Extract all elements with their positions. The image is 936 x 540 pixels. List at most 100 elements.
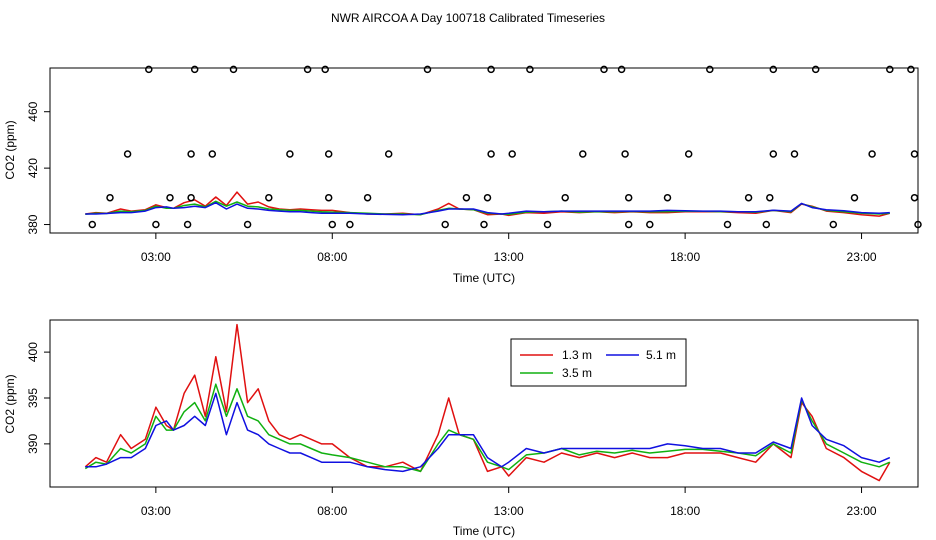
bottom-y-tick-label-390: 390	[26, 434, 40, 454]
scatter-point-18	[324, 150, 333, 158]
scatter-point-25	[462, 193, 471, 202]
bottom-series-3-5-m	[84, 383, 891, 473]
bottom-x-axis: 03:00 08:00 13:00 18:00 23:00	[141, 487, 877, 518]
scatter-point-5	[166, 193, 174, 202]
top-plot-frame	[49, 67, 919, 234]
bottom-x-tick-label-08:00: 08:00	[317, 504, 347, 518]
scatter-point-14	[286, 150, 294, 158]
scatter-point-56	[907, 65, 915, 74]
scatter-point-31	[526, 65, 534, 74]
scatter-point-7	[187, 193, 195, 202]
scatter-point-6	[183, 220, 192, 229]
scatter-point-53	[850, 193, 859, 202]
bottom-series-lines	[84, 323, 891, 482]
scatter-point-45	[744, 193, 753, 202]
scatter-point-52	[829, 220, 838, 229]
scatter-point-50	[790, 150, 799, 158]
bottom-x-tick-label-23:00: 23:00	[847, 504, 877, 518]
scatter-point-20	[346, 220, 354, 229]
scatter-point-16	[321, 65, 329, 74]
top-y-tick-label-460: 460	[26, 101, 40, 121]
scatter-point-44	[723, 220, 732, 229]
scatter-point-30	[508, 150, 516, 158]
scatter-point-55	[886, 65, 894, 74]
legend-label-3-5m: 3.5 m	[562, 366, 592, 380]
scatter-point-4	[152, 220, 160, 229]
scatter-point-19	[328, 220, 337, 229]
scatter-point-37	[621, 150, 629, 158]
scatter-point-47	[766, 193, 774, 202]
scatter-point-23	[423, 65, 432, 74]
scatter-point-40	[646, 220, 654, 229]
scatter-point-39	[624, 220, 633, 229]
scatter-point-3	[145, 65, 153, 74]
top-x-tick-label-18:00: 18:00	[670, 250, 700, 264]
legend-label-1-3m: 1.3 m	[562, 348, 592, 362]
scatter-point-49	[769, 65, 778, 74]
top-x-tick-label-23:00: 23:00	[847, 250, 877, 264]
top-series-lines	[85, 191, 890, 217]
legend-box	[510, 338, 687, 387]
scatter-point-13	[265, 193, 273, 202]
top-x-axis: 03:00 08:00 13:00 18:00 23:00	[141, 233, 877, 264]
scatter-point-0	[88, 220, 97, 229]
top-x-tick-label-13:00: 13:00	[494, 250, 524, 264]
scatter-point-15	[303, 65, 312, 74]
scatter-point-59	[914, 220, 922, 229]
top-scatter-points	[88, 65, 922, 229]
bottom-x-tick-label-03:00: 03:00	[141, 504, 171, 518]
scatter-point-2	[123, 150, 132, 158]
top-x-tick-label-03:00: 03:00	[141, 250, 171, 264]
scatter-point-32	[543, 220, 552, 229]
scatter-point-12	[243, 220, 252, 229]
bottom-panel: 390 395 400 03:00 08:00 13:00 18:00 23:00 Time…	[3, 319, 919, 538]
scatter-point-9	[190, 65, 199, 74]
scatter-point-11	[229, 65, 238, 74]
scatter-point-8	[187, 150, 195, 158]
scatter-point-43	[706, 65, 714, 74]
bottom-series-5-1-m	[85, 392, 891, 473]
bottom-series-1-3-m	[84, 323, 891, 482]
scatter-point-38	[624, 193, 633, 202]
bottom-x-tick-label-13:00: 13:00	[494, 504, 524, 518]
scatter-point-54	[868, 150, 876, 158]
scatter-point-26	[480, 220, 488, 229]
scatter-point-35	[600, 65, 608, 74]
bottom-y-axis-label: CO2 (ppm)	[3, 374, 17, 433]
figure-title: NWR AIRCOA A Day 100718 Calibrated Times…	[331, 11, 605, 25]
bottom-plot-frame	[49, 319, 919, 488]
scatter-point-48	[769, 150, 778, 158]
scatter-point-1	[106, 193, 114, 202]
bottom-y-tick-label-400: 400	[26, 342, 40, 362]
scatter-point-42	[684, 150, 693, 158]
scatter-point-17	[324, 193, 333, 202]
top-x-axis-label: Time (UTC)	[453, 271, 515, 285]
top-series-5-1-m	[85, 201, 890, 216]
top-x-tick-label-08:00: 08:00	[317, 250, 347, 264]
scatter-point-22	[384, 150, 393, 158]
scatter-point-41	[663, 193, 672, 202]
top-y-axis: 380 420 460	[26, 101, 50, 235]
legend-label-5-1m: 5.1 m	[646, 348, 676, 362]
scatter-point-33	[561, 193, 569, 202]
scatter-point-57	[910, 150, 919, 158]
legend: 1.3 m 5.1 m 3.5 m	[510, 338, 687, 387]
bottom-x-axis-label: Time (UTC)	[453, 524, 515, 538]
bottom-y-axis: 390 395 400	[26, 342, 50, 454]
scatter-point-36	[617, 65, 626, 74]
top-y-axis-label: CO2 (ppm)	[3, 120, 17, 179]
scatter-point-21	[363, 193, 372, 202]
scatter-point-27	[483, 193, 492, 202]
scatter-point-46	[762, 220, 771, 229]
top-y-tick-label-420: 420	[26, 158, 40, 178]
top-y-tick-label-380: 380	[26, 214, 40, 234]
scatter-point-10	[208, 150, 217, 158]
scatter-point-24	[441, 220, 449, 229]
scatter-point-51	[811, 65, 820, 74]
scatter-point-34	[579, 150, 587, 158]
bottom-y-tick-label-395: 395	[26, 388, 40, 408]
scatter-point-58	[910, 193, 919, 202]
top-panel: 380 420 460 03:00 08:00 13:00 18:00 23:00 Time…	[3, 65, 922, 285]
bottom-x-tick-label-18:00: 18:00	[670, 504, 700, 518]
